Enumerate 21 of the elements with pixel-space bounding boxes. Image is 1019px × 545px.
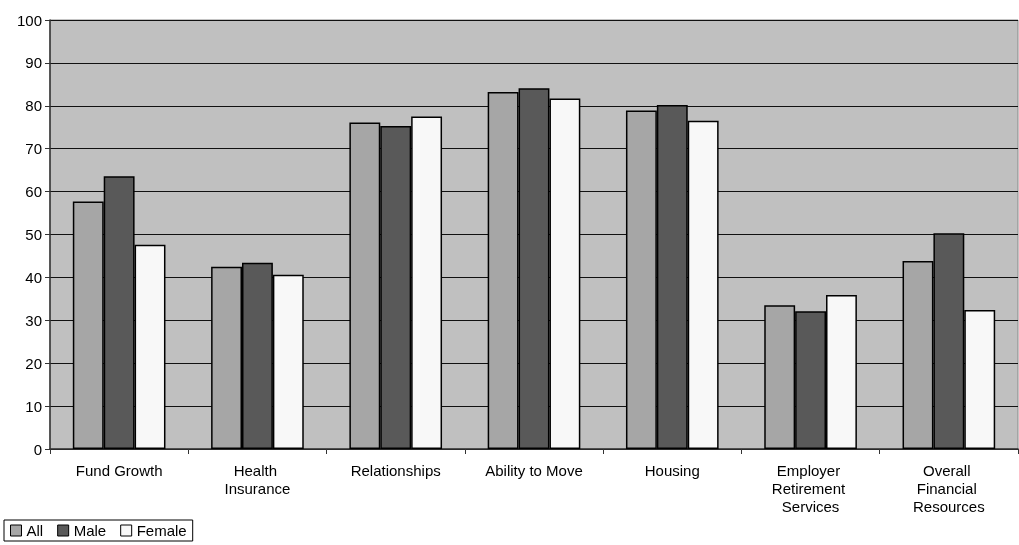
y-tick-label: 100: [16, 11, 42, 29]
y-tick-label: 90: [25, 54, 42, 72]
y-tick-label: 0: [33, 440, 42, 458]
x-tick-label: Relationships: [350, 461, 441, 479]
y-tick-label: 60: [25, 183, 42, 201]
x-tick-label: Health Insurance: [224, 461, 291, 497]
y-tick-label: 10: [25, 397, 42, 415]
x-tick-label: Ability to Move: [485, 461, 583, 479]
legend-label: Female: [136, 522, 187, 539]
y-tick-label: 20: [25, 354, 42, 372]
x-tick-label: Fund Growth: [75, 461, 163, 479]
y-tick-label: 30: [25, 311, 42, 329]
x-tick-label: Overall Financial Resources: [913, 461, 985, 515]
y-tick-label: 50: [25, 226, 42, 243]
legend-label: All: [26, 522, 44, 539]
y-tick-label: 70: [25, 140, 42, 158]
y-tick-label: 40: [25, 268, 42, 286]
y-tick-label: 80: [25, 97, 42, 115]
legend-label: Male: [73, 522, 107, 539]
x-tick-label: Housing: [644, 461, 700, 479]
x-tick-label: Employer Retirement Services: [771, 461, 850, 515]
